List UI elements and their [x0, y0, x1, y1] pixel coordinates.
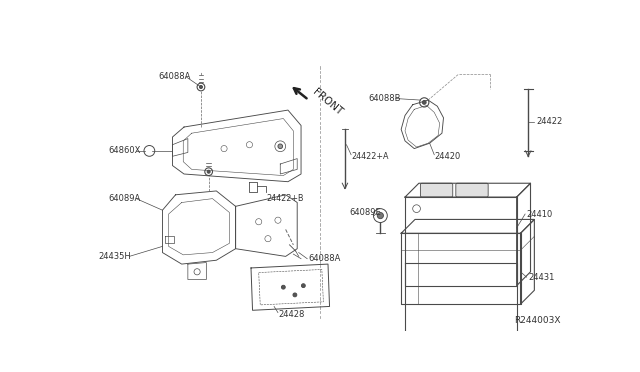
Circle shape — [293, 293, 297, 297]
Circle shape — [200, 86, 202, 89]
Text: 24422+A: 24422+A — [351, 152, 388, 161]
Circle shape — [301, 284, 305, 288]
Circle shape — [378, 212, 383, 219]
Text: 64860X: 64860X — [109, 147, 141, 155]
Text: 64088B: 64088B — [368, 94, 401, 103]
Text: 64088A: 64088A — [308, 254, 341, 263]
Text: FRONT: FRONT — [311, 87, 344, 118]
FancyBboxPatch shape — [456, 183, 488, 197]
Text: 24428: 24428 — [278, 310, 305, 319]
Text: 24435H: 24435H — [99, 252, 131, 261]
Text: 24422+B: 24422+B — [266, 194, 304, 203]
FancyBboxPatch shape — [420, 183, 452, 197]
Text: R244003X: R244003X — [515, 316, 561, 325]
Circle shape — [282, 285, 285, 289]
Circle shape — [422, 100, 426, 104]
Text: 64088A: 64088A — [159, 73, 191, 81]
Text: 24410: 24410 — [527, 209, 553, 218]
Text: 24422: 24422 — [536, 117, 562, 126]
Circle shape — [278, 144, 283, 148]
Text: 64089E: 64089E — [349, 208, 381, 217]
Circle shape — [207, 170, 210, 173]
Text: 24431: 24431 — [528, 273, 555, 282]
Text: 24420: 24420 — [435, 152, 461, 161]
Text: 64089A: 64089A — [109, 194, 141, 203]
